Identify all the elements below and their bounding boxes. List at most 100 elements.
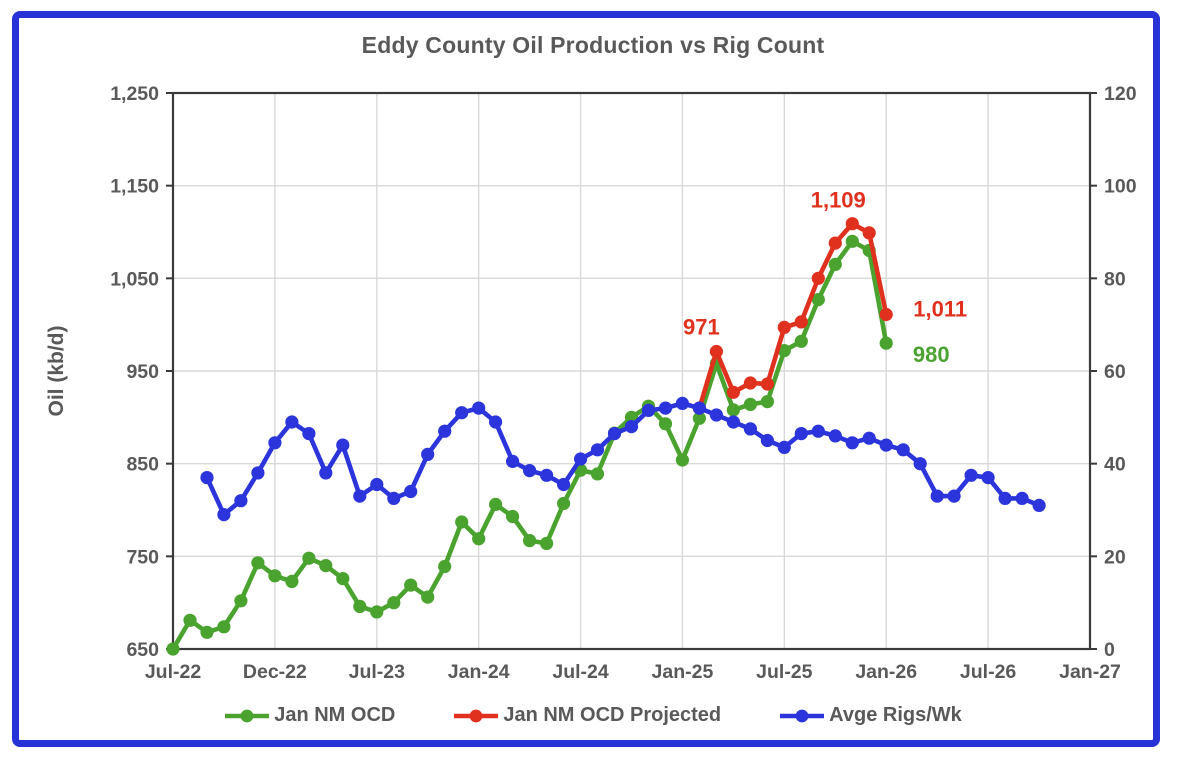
series-marker-2 xyxy=(455,406,469,420)
x-axis-tick-label: Dec-22 xyxy=(243,661,307,683)
right-axis-tick-label: 40 xyxy=(1104,454,1126,476)
chart-title: Eddy County Oil Production vs Rig Count xyxy=(361,32,825,58)
legend-marker-avge-rigs-wk xyxy=(779,708,825,724)
right-axis-tick-label: 20 xyxy=(1104,546,1126,568)
series-marker-2 xyxy=(930,489,944,503)
series-marker-2 xyxy=(896,443,910,457)
series-marker-1 xyxy=(828,236,842,250)
series-marker-2 xyxy=(523,464,537,478)
x-axis-tick-label: Jan-24 xyxy=(448,661,510,683)
series-marker-2 xyxy=(574,452,588,466)
series-marker-2 xyxy=(675,396,690,410)
series-marker-1 xyxy=(726,385,741,399)
series-marker-2 xyxy=(811,424,825,438)
series-marker-0 xyxy=(692,411,707,425)
series-line-1 xyxy=(697,221,889,411)
legend-label: Jan NM OCD Projected xyxy=(503,704,722,726)
series-marker-1 xyxy=(879,307,893,322)
series-marker-0 xyxy=(183,613,197,627)
series-marker-2 xyxy=(505,454,520,468)
series-marker-2 xyxy=(998,491,1012,505)
data-label: 1,011 xyxy=(913,296,967,321)
data-label: 971 xyxy=(683,315,720,340)
series-marker-0 xyxy=(200,625,214,639)
series-marker-2 xyxy=(913,457,927,471)
series-marker-2 xyxy=(726,415,741,429)
series-marker-2 xyxy=(692,401,707,415)
series-marker-0 xyxy=(675,453,690,467)
series-marker-2 xyxy=(353,489,367,503)
legend-label: Avge Rigs/Wk xyxy=(829,704,962,726)
left-axis-tick-label: 950 xyxy=(126,361,159,383)
series-marker-2 xyxy=(421,447,435,461)
series-marker-2 xyxy=(1032,498,1046,512)
legend-marker-jan-nm-ocd-projected xyxy=(453,708,499,724)
series-marker-2 xyxy=(370,477,384,492)
series-marker-2 xyxy=(879,438,893,452)
series-marker-1 xyxy=(862,226,876,240)
left-axis-tick-label: 1,150 xyxy=(110,176,159,198)
series-marker-0 xyxy=(743,397,758,411)
series-marker-2 xyxy=(828,429,842,443)
series-marker-1 xyxy=(777,320,791,334)
series-marker-2 xyxy=(200,471,214,485)
series-marker-0 xyxy=(794,334,808,348)
series-marker-0 xyxy=(828,257,842,271)
series-marker-0 xyxy=(455,515,469,529)
series-marker-1 xyxy=(709,344,724,359)
series-marker-2 xyxy=(760,433,775,448)
series-marker-0 xyxy=(166,642,180,656)
x-axis-tick-label: Jan-25 xyxy=(652,661,714,683)
right-axis-tick-label: 80 xyxy=(1104,268,1126,290)
series-marker-0 xyxy=(404,578,418,592)
series-marker-2 xyxy=(607,427,622,441)
legend-item-avge-rigs-wk: Avge Rigs/Wk xyxy=(779,704,962,727)
series-marker-2 xyxy=(336,438,350,452)
series-marker-0 xyxy=(845,234,859,248)
series-marker-2 xyxy=(658,401,673,415)
series-marker-0 xyxy=(421,590,435,604)
series-marker-2 xyxy=(964,468,978,482)
legend-item-jan-nm-ocd: Jan NM OCD xyxy=(224,704,395,727)
series-marker-2 xyxy=(472,401,486,415)
series-marker-0 xyxy=(472,532,486,546)
series-marker-0 xyxy=(285,574,299,589)
series-marker-0 xyxy=(811,293,825,307)
x-axis-tick-label: Jul-24 xyxy=(552,661,609,683)
series-marker-0 xyxy=(234,594,248,608)
series-marker-2 xyxy=(234,494,248,508)
series-marker-2 xyxy=(862,431,876,445)
x-axis-tick-label: Jul-26 xyxy=(960,661,1017,683)
series-marker-2 xyxy=(557,477,571,492)
series-marker-0 xyxy=(557,496,571,511)
legend-marker-jan-nm-ocd xyxy=(224,708,270,724)
x-axis-tick-label: Jan-26 xyxy=(855,661,917,683)
series-marker-1 xyxy=(811,271,825,285)
x-axis-tick-label: Jul-23 xyxy=(349,661,406,683)
series-marker-2 xyxy=(590,443,605,457)
series-marker-2 xyxy=(319,466,333,480)
right-axis-tick-label: 100 xyxy=(1104,176,1137,198)
data-label: 980 xyxy=(913,342,950,367)
series-marker-2 xyxy=(268,436,282,450)
series-marker-0 xyxy=(760,395,775,409)
series-marker-2 xyxy=(387,491,401,505)
series-marker-0 xyxy=(251,556,265,570)
series-marker-2 xyxy=(217,507,231,522)
series-marker-2 xyxy=(981,471,995,485)
series-marker-0 xyxy=(505,509,520,524)
series-marker-2 xyxy=(540,468,554,482)
series-marker-0 xyxy=(489,497,503,511)
series-marker-0 xyxy=(353,599,367,614)
series-marker-2 xyxy=(404,484,418,499)
data-label: 1,109 xyxy=(811,188,866,213)
x-axis-tick-label: Jul-25 xyxy=(756,661,813,683)
series-marker-2 xyxy=(302,427,316,441)
left-axis-tick-label: 850 xyxy=(126,454,159,476)
x-axis-tick-label: Jul-22 xyxy=(145,661,202,683)
legend: Jan NM OCD Jan NM OCD Projected Avge Rig… xyxy=(0,704,1186,727)
series-marker-1 xyxy=(760,377,775,391)
series-marker-0 xyxy=(590,467,605,481)
